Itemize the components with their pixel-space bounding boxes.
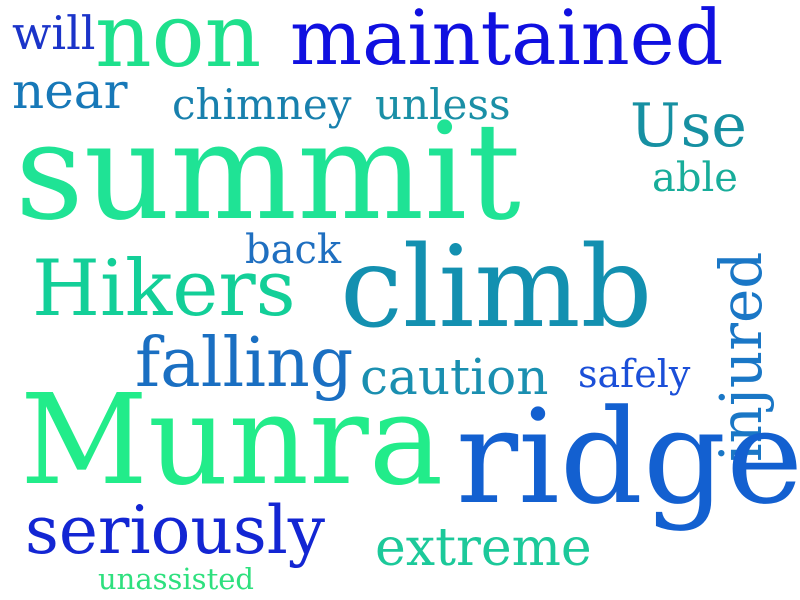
word-climb: climb: [340, 223, 653, 353]
word-unassisted: unassisted: [98, 562, 254, 596]
word-use: Use: [630, 91, 747, 161]
word-hikers: Hikers: [32, 244, 296, 334]
word-maintained: maintained: [290, 0, 724, 82]
word-extreme: extreme: [375, 518, 592, 578]
word-safely: safely: [578, 352, 691, 396]
word-ridge: ridge: [456, 381, 800, 533]
word-seriously: seriously: [25, 492, 326, 569]
word-chimney: chimney: [172, 80, 352, 129]
word-summit: summit: [15, 94, 521, 250]
word-caution: caution: [360, 348, 549, 406]
word-back: back: [245, 227, 342, 273]
word-able: able: [652, 155, 738, 201]
word-near: near: [12, 62, 128, 120]
word-will: will: [12, 6, 96, 60]
word-falling: falling: [135, 324, 354, 403]
word-non: non: [95, 0, 262, 87]
word-munra: Munra: [20, 368, 444, 513]
word-unless: unless: [375, 80, 511, 129]
